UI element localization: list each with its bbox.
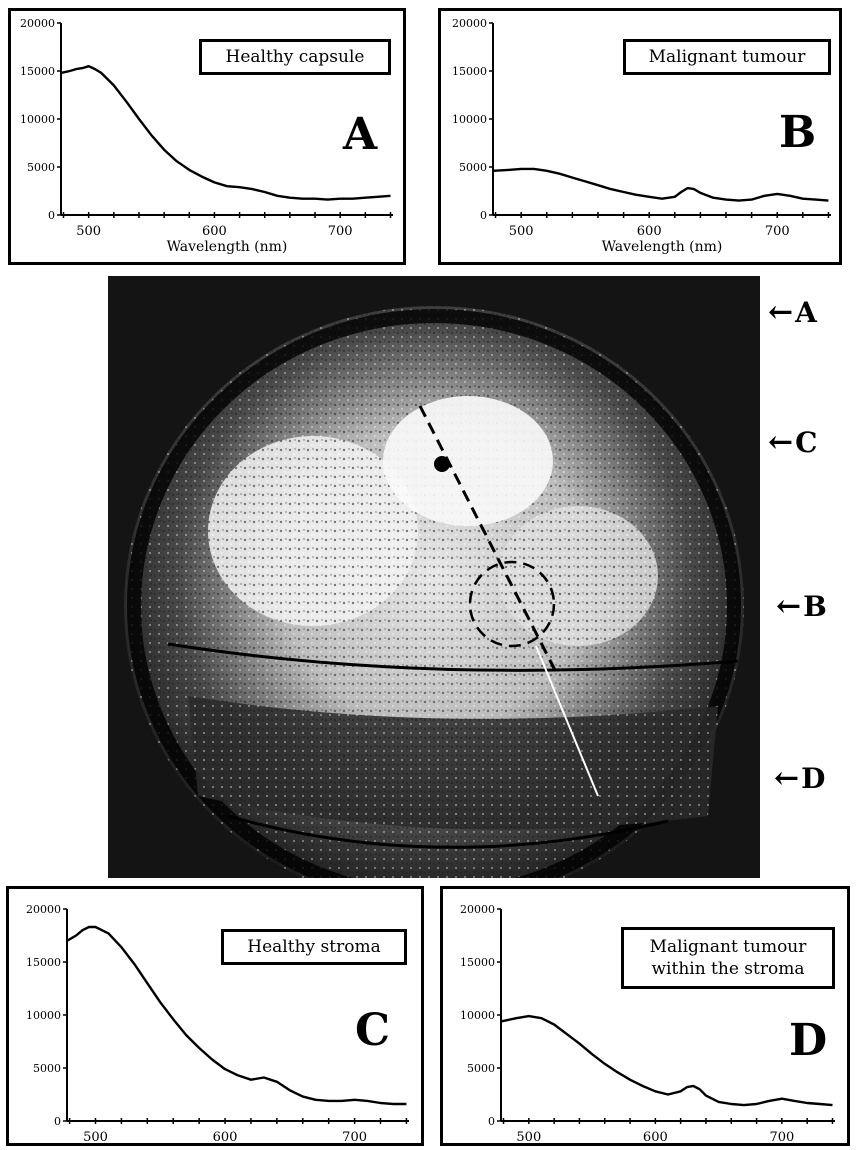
x-tick-label: 500 <box>516 1130 541 1143</box>
y-tick-label: 15000 <box>452 65 487 78</box>
x-tick-label: 600 <box>213 1130 238 1143</box>
y-tick-label: 0 <box>48 209 55 222</box>
y-tick-label: 20000 <box>26 903 61 916</box>
x-tick-label: 600 <box>637 224 662 239</box>
legend-b-line-1: Malignant tumour <box>648 47 806 67</box>
x-tick-label: 700 <box>328 224 353 239</box>
arrow-left-icon: ← <box>768 295 794 330</box>
y-tick-label: 20000 <box>20 17 55 30</box>
spectrum-line <box>66 925 407 1106</box>
legend-b: Malignant tumour <box>623 39 831 75</box>
chart-svg-b: 0 5000 10000 15000 20000 500 600 700 Wavelength … <box>452 17 831 255</box>
x-tick-label: 700 <box>765 224 790 239</box>
histology-drawing <box>108 276 760 906</box>
legend-d: Malignant tumour within the stroma <box>621 927 835 989</box>
y-tick-label: 0 <box>54 1115 61 1128</box>
x-tick-label: 700 <box>769 1130 794 1143</box>
y-tick-label: 10000 <box>26 1009 61 1022</box>
side-label-a: ←A <box>768 298 817 328</box>
spectrum-line <box>500 1014 833 1107</box>
y-tick-label: 10000 <box>20 113 55 126</box>
chart-svg-a: 0 5000 10000 15000 20000 500 600 700 Wavelength … <box>20 17 393 255</box>
x-tick-label: 600 <box>202 224 227 239</box>
histology-section-image <box>108 276 760 906</box>
side-label-c-letter: C <box>795 426 818 459</box>
x-axis-title: Wavelength (nm) <box>167 239 288 255</box>
side-label-b: ←B <box>776 592 827 622</box>
y-tick-label: 0 <box>480 209 487 222</box>
legend-d-line-1: Malignant tumour <box>649 937 807 957</box>
chart-svg-c: 05000100001500020000500600700Wavelength … <box>26 903 409 1143</box>
x-tick-label: 500 <box>83 1130 108 1143</box>
legend-c-line-1: Healthy stroma <box>247 937 381 957</box>
chart-svg-d: 05000100001500020000500600700Wavelength … <box>460 903 835 1143</box>
legend-a: Healthy capsule <box>199 39 391 75</box>
panel-letter-b: B <box>779 107 817 158</box>
chart-panel-d: 05000100001500020000500600700Wavelength … <box>440 886 850 1146</box>
chart-panel-b: 0 5000 10000 15000 20000 500 600 700 Wavelength … <box>438 8 842 265</box>
x-axis-title: Wavelength (nm) <box>602 239 723 255</box>
side-label-b-letter: B <box>803 590 827 623</box>
x-tick-label: 500 <box>509 224 534 239</box>
panel-letter-a: A <box>343 109 378 160</box>
y-tick-label: 15000 <box>20 65 55 78</box>
y-tick-label: 5000 <box>27 161 55 174</box>
y-tick-label: 20000 <box>452 17 487 30</box>
chart-panel-c: 05000100001500020000500600700Wavelength … <box>6 886 424 1146</box>
side-label-c: ←C <box>768 428 817 458</box>
spectrum-line <box>492 167 829 202</box>
panel-letter-c: C <box>355 1005 391 1056</box>
x-tick-label: 600 <box>643 1130 668 1143</box>
y-tick-label: 5000 <box>459 161 487 174</box>
legend-c: Healthy stroma <box>221 929 407 965</box>
legend-a-line-1: Healthy capsule <box>225 47 365 67</box>
legend-d-line-2: within the stroma <box>651 959 805 979</box>
chart-panel-a: 0 5000 10000 15000 20000 500 600 700 Wavelength … <box>8 8 406 265</box>
spectrum-line <box>60 65 391 201</box>
y-tick-label: 10000 <box>460 1009 495 1022</box>
x-tick-label: 700 <box>342 1130 367 1143</box>
y-tick-label: 15000 <box>460 956 495 969</box>
side-label-d-letter: D <box>801 762 826 795</box>
panel-letter-d: D <box>789 1015 828 1066</box>
arrow-left-icon: ← <box>768 425 794 460</box>
y-tick-label: 20000 <box>460 903 495 916</box>
y-tick-label: 5000 <box>467 1062 495 1075</box>
side-label-d: ←D <box>774 764 825 794</box>
side-label-a-letter: A <box>795 296 817 329</box>
x-tick-label: 500 <box>76 224 101 239</box>
y-tick-label: 5000 <box>33 1062 61 1075</box>
y-tick-label: 10000 <box>452 113 487 126</box>
y-tick-label: 0 <box>488 1115 495 1128</box>
y-tick-label: 15000 <box>26 956 61 969</box>
arrow-left-icon: ← <box>776 589 802 624</box>
arrow-left-icon: ← <box>774 761 800 796</box>
